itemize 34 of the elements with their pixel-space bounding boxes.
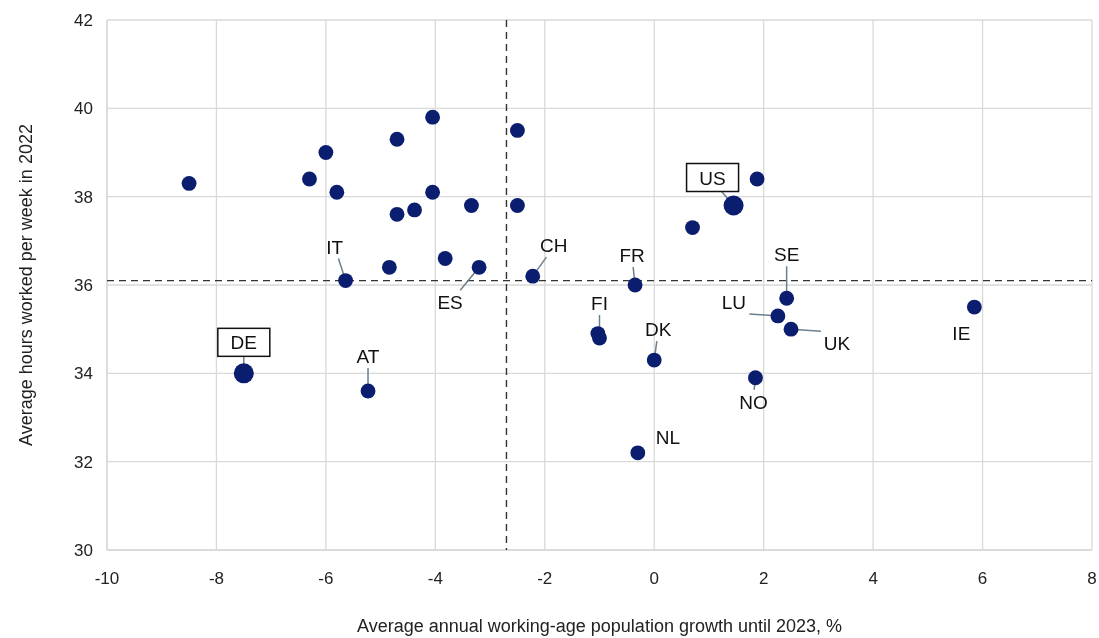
annotation: CH bbox=[540, 235, 568, 257]
annotation: AT bbox=[356, 346, 380, 367]
annotation: FR bbox=[619, 245, 645, 266]
x-tick-label: -6 bbox=[318, 569, 334, 588]
annotation: FI bbox=[591, 293, 608, 314]
x-tick-label: 2 bbox=[758, 569, 769, 588]
y-tick-label: 34 bbox=[74, 364, 93, 384]
annotation: UK bbox=[823, 333, 851, 355]
y-axis-title: Average hours worked per week in 2022 bbox=[16, 124, 36, 446]
annotation: SE bbox=[773, 244, 800, 266]
annotation: ES bbox=[437, 292, 463, 314]
annotation: US bbox=[699, 167, 726, 189]
y-tick-label: 42 bbox=[74, 11, 93, 30]
annotation: IT bbox=[326, 236, 344, 258]
annotation: DK bbox=[645, 319, 672, 341]
y-tick-label: 40 bbox=[74, 99, 93, 119]
x-tick-label: -4 bbox=[427, 569, 443, 588]
x-tick-label: 0 bbox=[649, 569, 659, 588]
annotation: IE bbox=[952, 323, 971, 345]
x-tick-label: -2 bbox=[537, 569, 553, 588]
annotation: NO bbox=[739, 391, 768, 413]
x-tick-label: -10 bbox=[94, 569, 120, 588]
y-tick-label: 30 bbox=[74, 541, 93, 560]
y-tick-label: 36 bbox=[74, 276, 93, 295]
y-tick-label: 38 bbox=[74, 187, 93, 207]
x-tick-label: 8 bbox=[1087, 569, 1097, 588]
annotation: LU bbox=[721, 291, 747, 313]
x-tick-label: 6 bbox=[977, 569, 988, 588]
x-tick-label: -8 bbox=[208, 569, 225, 588]
y-tick-label: 32 bbox=[74, 452, 93, 472]
annotation: DE bbox=[230, 332, 258, 354]
annotation: NL bbox=[655, 426, 680, 448]
x-axis-title: Average annual working-age population growth until 2023, % bbox=[357, 616, 842, 636]
x-tick-label: 4 bbox=[868, 569, 878, 588]
